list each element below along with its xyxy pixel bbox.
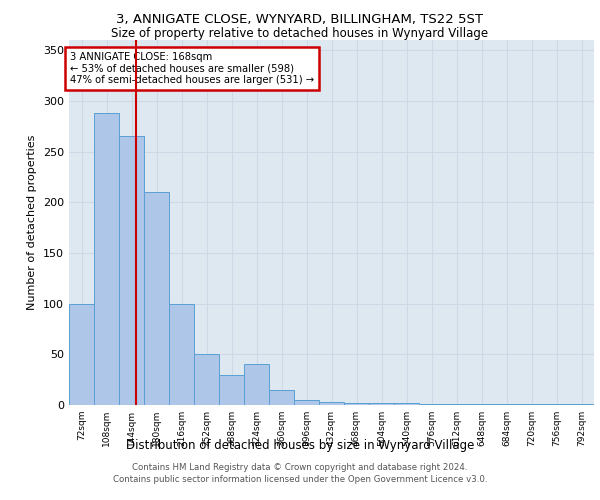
Bar (194, 354, 219, 405)
Bar (119, 136, 144, 405)
Bar (219, 374, 244, 405)
Bar (144, 192, 169, 405)
Text: 3 ANNIGATE CLOSE: 168sqm
← 53% of detached houses are smaller (598)
47% of semi-: 3 ANNIGATE CLOSE: 168sqm ← 53% of detach… (70, 52, 314, 86)
Bar (94, 113, 119, 405)
Text: Contains public sector information licensed under the Open Government Licence v3: Contains public sector information licen… (113, 475, 487, 484)
Bar (294, 400, 319, 405)
Text: Size of property relative to detached houses in Wynyard Village: Size of property relative to detached ho… (112, 28, 488, 40)
Bar (469, 404, 494, 405)
Bar (519, 404, 544, 405)
Bar (169, 304, 194, 405)
Y-axis label: Number of detached properties: Number of detached properties (28, 135, 37, 310)
Bar (569, 404, 594, 405)
Bar (369, 403, 394, 405)
Bar (344, 403, 369, 405)
Text: Contains HM Land Registry data © Crown copyright and database right 2024.: Contains HM Land Registry data © Crown c… (132, 464, 468, 472)
Bar (419, 404, 444, 405)
Bar (444, 404, 469, 405)
Bar (319, 402, 344, 405)
Bar (244, 364, 269, 405)
Bar (394, 403, 419, 405)
Bar (544, 404, 569, 405)
Text: 3, ANNIGATE CLOSE, WYNYARD, BILLINGHAM, TS22 5ST: 3, ANNIGATE CLOSE, WYNYARD, BILLINGHAM, … (116, 12, 484, 26)
Bar (269, 390, 294, 405)
Text: Distribution of detached houses by size in Wynyard Village: Distribution of detached houses by size … (126, 440, 474, 452)
Bar (69, 304, 94, 405)
Bar (494, 404, 519, 405)
